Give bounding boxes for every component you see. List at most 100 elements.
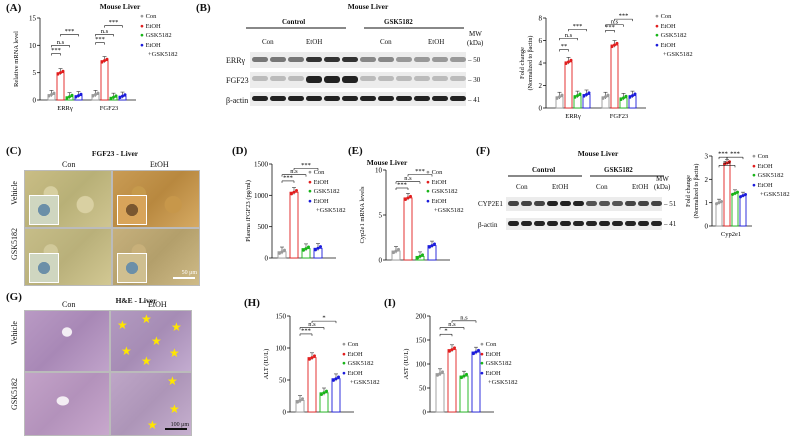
y-tick-label: 0 [265,255,269,263]
data-point [465,372,468,376]
y-tick-label: 0 [423,409,427,417]
legend-panel-b: ● Con ● EtOH ● GSK5182 ● EtOH +GSK5182 [655,12,693,60]
y-tick-label: 15 [29,15,37,23]
data-point [606,93,610,97]
legend-label: Con [431,169,443,176]
blot-f-row-cyp2e1: CYP2E1 [478,200,503,208]
data-point [61,69,65,73]
legend-item: ● GSK5182 [480,359,518,369]
legend-panel-f: ● Con ● EtOH ● GSK5182 ● EtOH +GSK5182 [752,152,790,200]
legend-label: EtOH [145,22,161,30]
blot-b-header-lines [246,27,464,29]
legend-dot: ● [140,22,146,30]
sig-label: *** [730,151,740,158]
data-point [731,193,734,197]
panel-c-scalebar: 50 μm [181,270,197,276]
data-point [280,250,284,254]
data-point [717,201,721,205]
data-point [307,245,310,249]
legend-label: GSK5182 [660,32,687,39]
legend-item: ● GSK5182 [308,187,346,197]
data-point [52,91,56,95]
panel-g-etoh-label: EtOH [148,300,167,309]
sig-label: n.s [290,168,298,175]
sig-label: *** [65,28,75,35]
data-point [720,199,723,203]
data-point [615,41,619,45]
micrograph-c-vehicle-etoh [112,170,200,228]
data-point [582,94,586,98]
data-point [397,247,400,251]
sig-label: n.s [611,18,619,25]
legend-dot: ● [308,197,314,205]
blot-f-cyp-bands [508,201,662,206]
y-tick-label: 5 [33,69,37,77]
legend-item: ● EtOH [480,350,518,360]
legend-label: Con [313,169,325,176]
bar [459,375,469,413]
y-tick-label: 8 [539,15,543,23]
data-point [739,195,742,199]
legend-label-cont: +GSK5182 [350,379,380,386]
data-point [308,357,311,361]
data-point [736,190,739,194]
sig-label: n.s [723,159,731,166]
legend-dot: ● [140,13,146,20]
data-point [77,94,80,98]
bar [289,191,299,259]
data-point [109,97,113,101]
blot-b-fgf23-bands [252,76,466,83]
legend-item: ● EtOH [480,369,518,379]
legend-label: EtOH [313,197,329,205]
legend-label: EtOH [660,22,676,30]
blot-f-bactin-bands [508,221,662,226]
legend-panel-a: ● Con ● EtOH ● GSK5182 ● EtOH +GSK5182 [140,12,178,60]
data-point [310,356,314,360]
bar [610,44,619,109]
sig-label: n.s [460,314,468,321]
data-point [558,95,561,99]
legend-label: Con [347,341,359,348]
panel-f-title: Mouse Liver [577,149,619,158]
sig-label: n.s [308,321,316,328]
data-point [472,352,475,356]
y-axis-label: AST (IU/L) [403,349,410,380]
blot-f-row-bactin: β-actin [478,221,498,229]
y-axis-label: Relative mRNA level [13,31,20,87]
micrograph-g-gsk-etoh: ★ ★ ★ 100 μm [110,372,192,436]
data-point [79,92,83,96]
sig-label: *** [109,19,119,26]
blot-b-row-bactin: β-actin [226,96,249,105]
y-tick-label: 6 [539,37,543,45]
blot-b-errg-bands [252,57,466,62]
legend-label: Con [757,153,769,160]
blot-b-mw-41: – 41 [468,96,481,104]
legend-dot: ● [140,41,146,49]
y-tick-label: 0 [33,97,37,105]
blot-f-header-lines [508,175,664,177]
blot-b-kda: (kDa) [467,39,484,47]
data-point [121,94,124,98]
data-point [91,94,95,98]
data-point [428,245,431,249]
data-point [744,192,747,196]
data-point [441,370,444,374]
panel-label-c: (C) [6,145,22,157]
legend-item: ● EtOH [655,22,693,32]
data-point [394,249,398,253]
panel-g-vehicle-label: Vehicle [10,321,19,345]
legend-label: EtOH [347,369,363,377]
legend-item: ● GSK5182 [426,187,464,197]
y-tick-label: 500 [258,223,269,231]
legend-item: ● EtOH [140,22,178,32]
bar [723,162,731,227]
legend-panel-h: ● Con ● EtOH ● GSK5182 ● EtOH +GSK5182 [342,340,380,388]
legend-dot: ● [308,188,314,195]
sig-label: n.s [404,175,412,182]
data-point [624,94,628,98]
blot-f-control-label: Control [532,166,556,174]
sig-label: n.s [565,32,573,39]
legend-item: ● EtOH [426,178,464,188]
legend-dot: ● [480,350,486,358]
legend-item: ● GSK5182 [342,359,380,369]
